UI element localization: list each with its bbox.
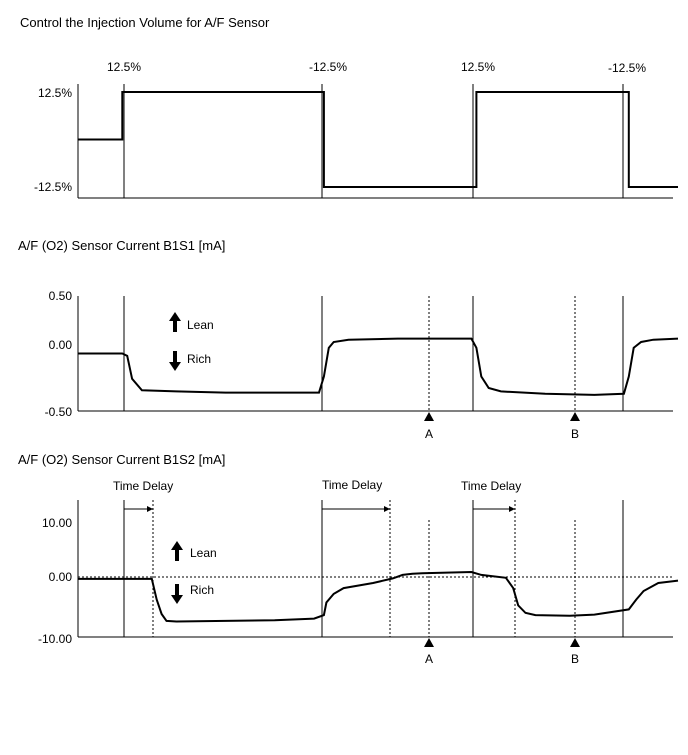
transition-lines [123, 500, 624, 637]
y-tick-label: 0.50 [49, 289, 73, 303]
marker-b-label: B [571, 427, 579, 441]
lean-label: Lean [187, 318, 214, 332]
y-tick-label: 0.00 [49, 338, 73, 352]
time-delay-bracket [124, 506, 153, 512]
time-delay-label: Time Delay [461, 479, 521, 493]
time-delay-bracket [322, 506, 390, 512]
rich-label: Rich [187, 352, 211, 366]
marker-a-triangle [424, 412, 434, 421]
chart-2-title: A/F (O2) Sensor Current B1S1 [mA] [18, 238, 225, 253]
arrow-up-icon [169, 312, 181, 321]
step-label: 12.5% [461, 60, 495, 74]
y-tick-label: 10.00 [42, 516, 72, 530]
arrow-up-icon [171, 541, 183, 550]
marker-a-triangle [424, 638, 434, 647]
arrow-down-icon [173, 351, 177, 363]
y-tick-label: 12.5% [38, 86, 72, 100]
step-label: 12.5% [107, 60, 141, 74]
arrow-up-icon [171, 541, 183, 561]
step-label: -12.5% [309, 60, 347, 74]
time-delay-bracket [509, 506, 515, 512]
lean-label: Lean [190, 546, 217, 560]
arrow-up-icon [175, 549, 179, 561]
time-delay-label: Time Delay [113, 479, 173, 493]
arrow-up-icon [173, 320, 177, 332]
rich-label: Rich [190, 583, 214, 597]
injection-volume-line [78, 91, 678, 188]
b1s1-current-line [78, 337, 679, 396]
arrow-down-icon [169, 351, 181, 371]
arrow-down-icon [171, 595, 183, 604]
arrow-down-icon [169, 362, 181, 371]
marker-a-label: A [425, 652, 433, 666]
time-delay-bracket [384, 506, 390, 512]
chart-3-title: A/F (O2) Sensor Current B1S2 [mA] [18, 452, 225, 467]
time-delay-label: Time Delay [322, 478, 382, 492]
b1s2-current-line [78, 570, 679, 623]
y-tick-label: 0.00 [49, 570, 73, 584]
arrow-down-icon [175, 584, 179, 596]
time-delay-bracket [473, 506, 515, 512]
marker-b-triangle [570, 638, 580, 647]
time-delay-bracket [147, 506, 153, 512]
arrow-up-icon [169, 312, 181, 332]
y-tick-label: -10.00 [38, 632, 72, 646]
transition-lines [123, 84, 624, 198]
arrow-down-icon [171, 584, 183, 604]
marker-b-triangle [570, 412, 580, 421]
y-tick-label: -0.50 [45, 405, 73, 419]
step-label: -12.5% [608, 61, 646, 75]
y-tick-label: -12.5% [34, 180, 72, 194]
chart-1-title: Control the Injection Volume for A/F Sen… [20, 15, 270, 30]
marker-b-label: B [571, 652, 579, 666]
marker-a-label: A [425, 427, 433, 441]
